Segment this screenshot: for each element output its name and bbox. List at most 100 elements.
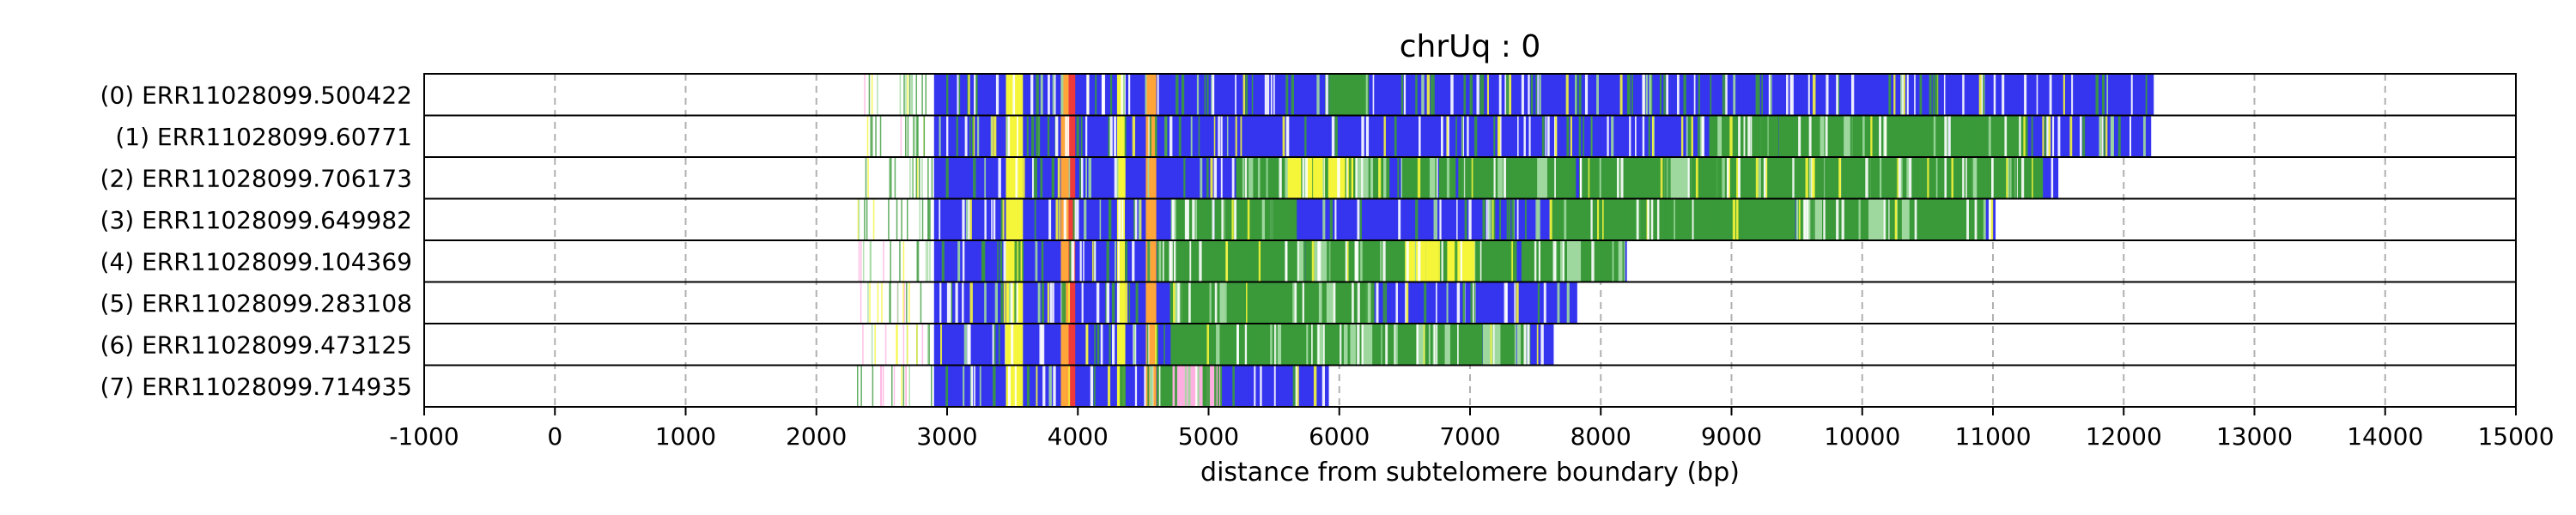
thin-mark: [1052, 157, 1054, 199]
thin-mark: [1394, 324, 1396, 366]
thin-mark: [1894, 198, 1898, 240]
segment-orange: [1145, 74, 1157, 116]
sparse-mark: [925, 74, 927, 116]
thin-mark: [1085, 157, 1088, 199]
thin-mark: [1504, 282, 1508, 324]
thin-mark: [1031, 157, 1035, 199]
sparse-mark: [868, 74, 871, 116]
thin-mark: [1493, 157, 1496, 199]
green-stripe: [1816, 115, 1826, 157]
thin-mark: [1313, 365, 1317, 407]
thin-mark: [1193, 282, 1197, 324]
green-stripe: [1203, 240, 1210, 282]
thin-mark: [1109, 198, 1112, 240]
thin-mark: [1650, 198, 1654, 240]
green-stripe: [1458, 157, 1467, 199]
green-stripe: [1316, 282, 1322, 324]
thin-mark: [1750, 115, 1753, 157]
thin-mark: [1398, 198, 1401, 240]
thin-mark: [1266, 198, 1269, 240]
thin-mark: [1493, 115, 1496, 157]
sparse-mark: [909, 157, 911, 199]
thin-mark: [1664, 157, 1668, 199]
thin-mark: [1547, 115, 1550, 157]
thin-mark: [1356, 240, 1359, 282]
thin-mark: [974, 74, 976, 116]
green-stripe: [1219, 282, 1225, 324]
thin-mark: [1462, 157, 1465, 199]
thin-mark: [1406, 240, 1409, 282]
thin-mark: [1106, 240, 1109, 282]
thin-mark: [1240, 115, 1242, 157]
sparse-mark: [923, 115, 926, 157]
thin-mark: [1146, 324, 1149, 366]
thin-mark: [1345, 240, 1348, 282]
thin-mark: [1157, 324, 1158, 366]
sparse-mark: [889, 282, 890, 324]
thin-mark: [1932, 74, 1935, 116]
thin-mark: [951, 282, 953, 324]
thin-mark: [1035, 240, 1038, 282]
thin-mark: [1727, 157, 1730, 199]
thin-mark: [1511, 198, 1515, 240]
thin-mark: [1026, 115, 1029, 157]
thin-mark: [1237, 324, 1241, 366]
thin-mark: [1163, 324, 1165, 366]
thin-mark: [1706, 157, 1709, 199]
thin-mark: [1832, 157, 1836, 199]
thin-mark: [2023, 115, 2026, 157]
thin-mark: [1579, 157, 1582, 199]
thin-mark: [1186, 198, 1189, 240]
highlight-stripe: [1449, 240, 1455, 282]
thin-mark: [1079, 240, 1082, 282]
thin-mark: [1460, 240, 1462, 282]
thin-mark: [1514, 324, 1516, 366]
green-stripe: [1905, 198, 1916, 240]
green-stripe: [1778, 198, 1795, 240]
thin-mark: [1395, 324, 1398, 366]
green-stripe: [1552, 157, 1571, 199]
thin-mark: [1455, 115, 1457, 157]
sparse-mark: [894, 157, 896, 199]
thin-mark: [1433, 198, 1437, 240]
thin-mark: [1232, 365, 1235, 407]
green-stripe: [1978, 198, 1986, 240]
row-label: (6) ERR11028099.473125: [100, 330, 412, 359]
thin-mark: [1132, 115, 1136, 157]
thin-mark: [984, 198, 987, 240]
segment-yellow: [1005, 115, 1024, 157]
thin-mark: [1807, 74, 1810, 116]
green-stripe: [1470, 157, 1479, 199]
thin-mark: [1173, 282, 1176, 324]
row-labels: (0) ERR11028099.500422 (1) ERR11028099.60…: [100, 81, 412, 401]
sparse-mark: [899, 74, 902, 116]
thin-mark: [997, 240, 999, 282]
thin-mark: [1622, 240, 1625, 282]
sparse-mark: [900, 115, 902, 157]
thin-mark: [1249, 157, 1252, 199]
green-stripe: [1290, 324, 1297, 366]
sparse-mark: [867, 282, 869, 324]
green-stripe: [1953, 157, 1959, 199]
green-stripe: [1336, 74, 1354, 116]
sparse-mark: [913, 115, 914, 157]
thin-mark: [1482, 198, 1485, 240]
thin-mark: [1109, 74, 1113, 116]
highlight-stripe: [1425, 240, 1431, 282]
green-stripe: [1351, 74, 1370, 116]
thin-mark: [1325, 74, 1328, 116]
thin-mark: [1405, 282, 1407, 324]
thin-mark: [1249, 324, 1252, 366]
thin-mark: [1896, 157, 1899, 199]
thin-mark: [1481, 74, 1485, 116]
thin-mark: [1660, 157, 1663, 199]
thin-mark: [1181, 74, 1185, 116]
thin-mark: [1124, 115, 1127, 157]
green-stripe: [1792, 157, 1806, 199]
sparse-mark: [904, 115, 907, 157]
thin-mark: [1971, 115, 1975, 157]
thin-mark: [1125, 240, 1128, 282]
green-stripe: [1212, 240, 1218, 282]
thin-mark: [1687, 115, 1691, 157]
sparse-mark: [917, 240, 920, 282]
